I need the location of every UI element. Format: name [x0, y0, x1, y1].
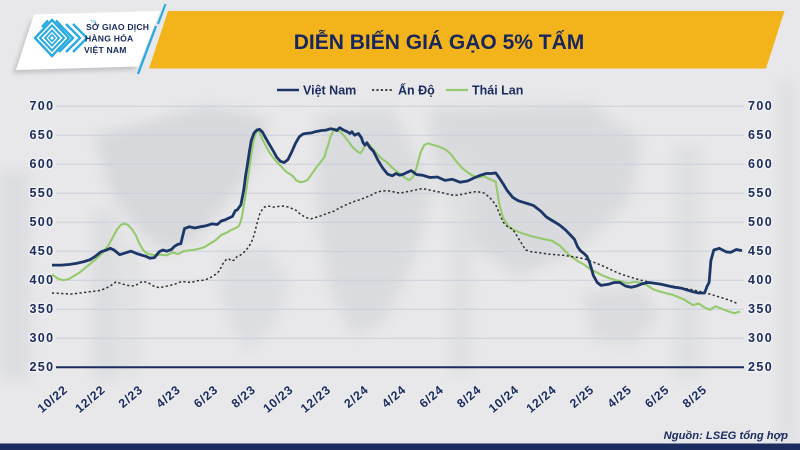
svg-text:500: 500	[748, 215, 773, 229]
svg-text:Việt Nam: Việt Nam	[303, 84, 356, 98]
svg-text:250: 250	[29, 360, 54, 374]
svg-text:600: 600	[29, 157, 54, 171]
svg-text:Nguồn: LSEG tổng hợp: Nguồn: LSEG tổng hợp	[664, 430, 788, 442]
svg-text:450: 450	[29, 244, 54, 258]
svg-text:Ấn Độ: Ấn Độ	[398, 83, 435, 98]
svg-text:650: 650	[748, 128, 773, 142]
svg-text:TM: TM	[90, 19, 96, 24]
svg-text:550: 550	[29, 186, 54, 200]
svg-text:650: 650	[29, 128, 54, 142]
svg-text:500: 500	[29, 215, 54, 229]
svg-text:VIỆT NAM: VIỆT NAM	[84, 44, 127, 55]
svg-text:400: 400	[748, 273, 773, 287]
svg-text:350: 350	[748, 302, 773, 316]
svg-text:400: 400	[29, 273, 54, 287]
svg-text:600: 600	[748, 157, 773, 171]
svg-text:550: 550	[748, 186, 773, 200]
svg-text:450: 450	[748, 244, 773, 258]
svg-text:SỞ GIAO DỊCH: SỞ GIAO DỊCH	[86, 21, 149, 32]
svg-text:700: 700	[29, 99, 54, 113]
svg-text:700: 700	[748, 99, 773, 113]
svg-text:HÀNG HÓA: HÀNG HÓA	[85, 33, 133, 44]
svg-text:300: 300	[748, 331, 773, 345]
svg-text:350: 350	[29, 302, 54, 316]
svg-text:300: 300	[29, 331, 54, 345]
svg-text:DIỄN BIẾN GIÁ GẠO 5% TẤM: DIỄN BIẾN GIÁ GẠO 5% TẤM	[294, 31, 585, 54]
svg-text:250: 250	[748, 360, 773, 374]
svg-text:Thái Lan: Thái Lan	[472, 84, 523, 98]
